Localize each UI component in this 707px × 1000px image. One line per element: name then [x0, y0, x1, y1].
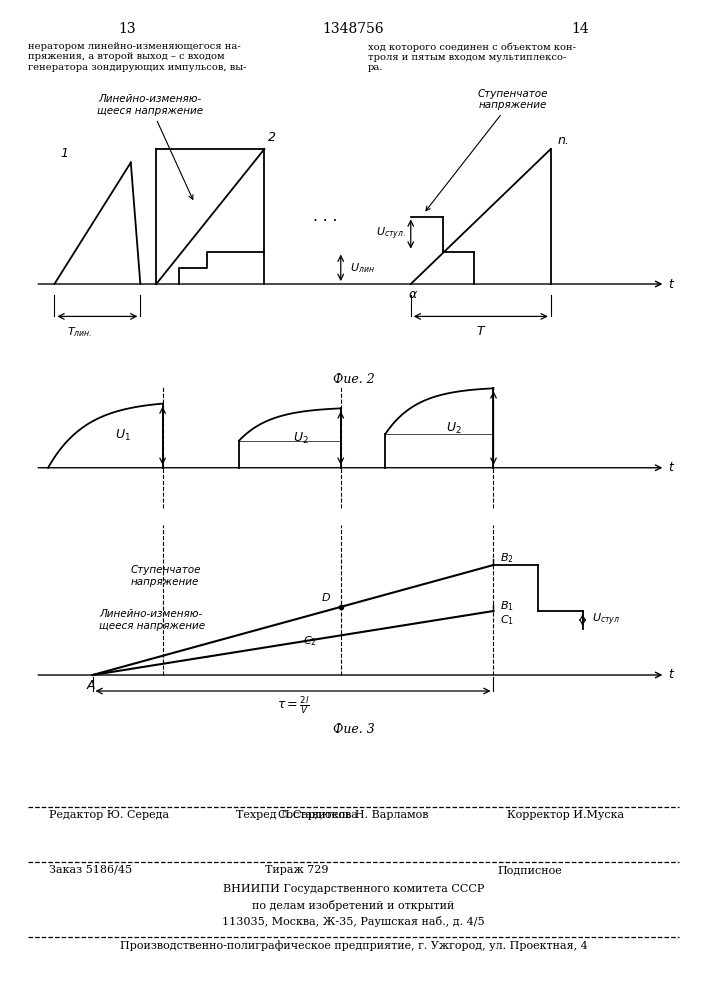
Text: Тираж 729: Тираж 729: [265, 865, 329, 875]
Text: Линейно-изменяю-
щееся напряжение: Линейно-изменяю- щееся напряжение: [97, 94, 203, 199]
Text: $T$: $T$: [476, 325, 486, 338]
Text: A: A: [86, 679, 95, 692]
Text: 2: 2: [268, 131, 276, 144]
Text: ход которого соединен с объектом кон-
троля и пятым входом мультиплексо-
ра.: ход которого соединен с объектом кон- тр…: [368, 42, 575, 72]
Text: $U_2$: $U_2$: [293, 431, 309, 446]
Text: Ступенчатое
напряжение: Ступенчатое напряжение: [426, 89, 548, 211]
Text: n.: n.: [557, 134, 569, 147]
Text: $U_1$: $U_1$: [115, 428, 131, 443]
Text: $T_{лин.}$: $T_{лин.}$: [67, 325, 93, 339]
Text: 113035, Москва, Ж-35, Раушская наб., д. 4/5: 113035, Москва, Ж-35, Раушская наб., д. …: [222, 916, 485, 927]
Text: $\tau = \frac{2l}{V}$: $\tau = \frac{2l}{V}$: [276, 694, 310, 716]
Text: Подписное: Подписное: [498, 865, 563, 875]
Text: $U_2$: $U_2$: [446, 420, 462, 436]
Text: Заказ 5186/45: Заказ 5186/45: [49, 865, 133, 875]
Text: Составитель Н. Варламов: Составитель Н. Варламов: [279, 810, 428, 820]
Text: 1348756: 1348756: [322, 22, 385, 36]
Text: t: t: [669, 277, 673, 290]
Text: $U_{лин}$: $U_{лин}$: [351, 261, 375, 275]
Text: Производственно-полиграфическое предприятие, г. Ужгород, ул. Проектная, 4: Производственно-полиграфическое предприя…: [119, 940, 588, 951]
Text: t: t: [669, 461, 673, 474]
Text: по делам изобретений и открытий: по делам изобретений и открытий: [252, 900, 455, 911]
Text: Техред Л.Сердюкова: Техред Л.Сердюкова: [236, 810, 358, 820]
Text: Ступенчатое
напряжение: Ступенчатое напряжение: [131, 565, 201, 587]
Text: $C_2$: $C_2$: [303, 634, 317, 648]
Text: . . .: . . .: [312, 209, 337, 224]
Text: Линейно-изменяю-
щееся напряжение: Линейно-изменяю- щееся напряжение: [99, 609, 205, 631]
Text: $C_1$: $C_1$: [500, 613, 514, 627]
Text: 14: 14: [571, 22, 589, 36]
Text: Фие. 3: Фие. 3: [332, 723, 375, 736]
Text: Фие. 2: Фие. 2: [332, 373, 375, 386]
Text: t: t: [669, 668, 673, 682]
Text: Редактор Ю. Середа: Редактор Ю. Середа: [49, 810, 170, 820]
Text: 13: 13: [119, 22, 136, 36]
Text: $B_1$: $B_1$: [500, 599, 514, 613]
Text: 1: 1: [61, 147, 69, 160]
Text: ВНИИПИ Государственного комитета СССР: ВНИИПИ Государственного комитета СССР: [223, 884, 484, 894]
Text: D: D: [322, 593, 330, 603]
Text: Корректор И.Муска: Корректор И.Муска: [507, 810, 624, 820]
Text: $U_{стул}$: $U_{стул}$: [592, 612, 621, 628]
Text: $\alpha$: $\alpha$: [408, 288, 418, 300]
Text: нератором линейно-изменяющегося на-
пряжения, а второй выход – с входом
генерато: нератором линейно-изменяющегося на- пряж…: [28, 42, 247, 72]
Text: $B_2$: $B_2$: [500, 551, 513, 565]
Text: $U_{стул.}$: $U_{стул.}$: [375, 226, 406, 242]
